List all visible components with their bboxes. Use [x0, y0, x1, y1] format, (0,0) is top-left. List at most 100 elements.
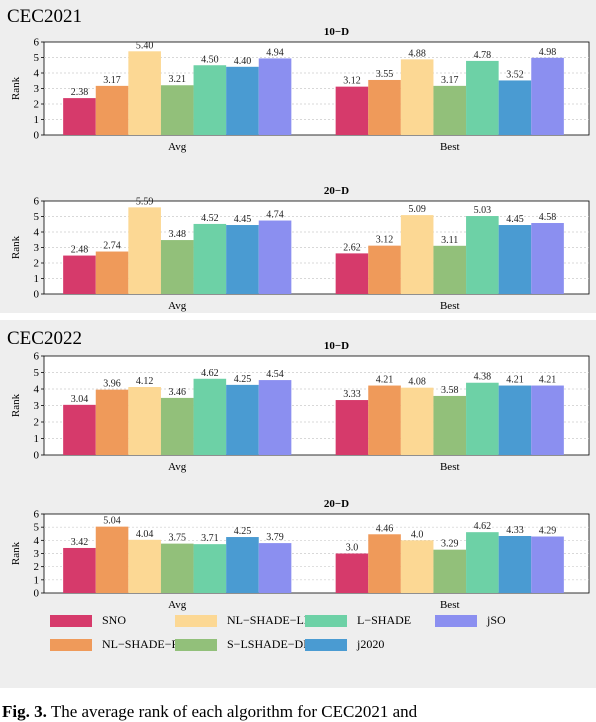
bar	[368, 245, 401, 294]
y-tick-label: 1	[34, 114, 40, 126]
data-label: 3.33	[343, 389, 361, 400]
bar	[400, 540, 434, 593]
data-label: 3.58	[441, 385, 459, 396]
data-label: 4.45	[234, 214, 252, 225]
data-label: 2.38	[71, 87, 89, 98]
chart-title: 10−D	[324, 340, 349, 352]
bar	[258, 58, 292, 135]
data-label: 3.52	[506, 69, 524, 80]
bar	[368, 534, 401, 593]
data-label: 5.09	[408, 204, 426, 215]
y-tick-label: 5	[34, 367, 40, 379]
data-label: 3.17	[441, 75, 459, 86]
bar	[335, 253, 369, 294]
data-label: 4.21	[376, 375, 394, 386]
bar	[498, 80, 532, 135]
data-label: 3.04	[71, 394, 89, 405]
data-label: 2.74	[103, 241, 121, 252]
bar	[335, 400, 369, 455]
bar	[400, 215, 434, 294]
group-title-cec2021: CEC2021	[7, 6, 82, 27]
bar	[160, 240, 194, 294]
data-label: 4.25	[234, 526, 252, 537]
bar	[531, 385, 564, 455]
data-label: 5.40	[136, 40, 154, 51]
bar	[498, 225, 532, 294]
bar	[335, 553, 369, 593]
bar	[258, 543, 292, 593]
x-tick-label: Avg	[168, 461, 187, 473]
bar	[433, 85, 467, 135]
bar	[63, 547, 96, 593]
bar	[258, 380, 292, 455]
y-tick-label: 6	[34, 351, 40, 363]
data-label: 3.75	[169, 533, 187, 544]
bar	[226, 537, 259, 593]
data-label: 4.50	[201, 54, 219, 65]
bar	[466, 216, 499, 294]
y-tick-label: 4	[34, 384, 40, 396]
legend-item-nl-shade-rsp: NL−SHADE−RSP	[50, 637, 193, 652]
bar	[128, 539, 161, 593]
bar	[368, 385, 401, 455]
data-label: 4.12	[136, 376, 154, 387]
data-label: 4.88	[408, 48, 426, 59]
y-tick-label: 2	[34, 561, 40, 573]
bar	[128, 51, 161, 135]
y-axis-label: Rank	[10, 235, 22, 259]
data-label: 4.40	[234, 56, 252, 67]
bar	[335, 86, 369, 135]
y-tick-label: 1	[34, 273, 40, 285]
data-label: 4.0	[411, 529, 424, 540]
legend-swatch	[305, 638, 347, 651]
data-label: 3.17	[103, 75, 121, 86]
chart-2: 0 1 2 3 4 5 6 Rank 20−D 2.48 2.74 5.59 3.48 4.52 4.45 4…	[10, 185, 590, 312]
data-label: 4.78	[474, 50, 492, 61]
y-tick-label: 4	[34, 227, 40, 239]
bar	[95, 526, 129, 593]
bar	[433, 245, 467, 294]
chart-title: 20−D	[324, 498, 349, 510]
y-tick-label: 3	[34, 83, 40, 95]
bar	[95, 85, 129, 135]
bar	[128, 387, 161, 455]
y-tick-label: 1	[34, 433, 40, 445]
chart-title: 20−D	[324, 185, 349, 197]
data-label: 3.48	[169, 229, 187, 240]
chart-1: 0 1 2 3 4 5 6 Rank 10−D 2.38 3.17 5.40 3.21 4.50 4.40 4…	[10, 26, 590, 153]
legend-swatch	[50, 614, 92, 627]
bar	[498, 535, 532, 593]
bar	[400, 59, 434, 135]
data-label: 3.71	[201, 533, 219, 544]
data-label: 4.38	[474, 372, 492, 383]
data-label: 4.74	[266, 210, 284, 221]
data-label: 4.52	[201, 213, 219, 224]
data-label: 4.29	[539, 526, 557, 537]
y-tick-label: 3	[34, 242, 40, 254]
data-label: 5.03	[474, 205, 492, 216]
data-label: 3.12	[376, 235, 394, 246]
legend-item-j2020: j2020	[305, 637, 384, 652]
y-tick-label: 6	[34, 37, 40, 49]
y-tick-label: 0	[34, 588, 40, 600]
caption-text: The average rank of each algorithm for C…	[50, 702, 418, 721]
bar	[128, 207, 161, 294]
legend-label: S−LSHADE−DP	[227, 637, 310, 651]
data-label: 3.11	[441, 235, 458, 246]
bar	[466, 532, 499, 593]
y-tick-label: 3	[34, 400, 40, 412]
data-label: 4.45	[506, 214, 524, 225]
x-tick-label: Best	[440, 141, 460, 153]
cec2021-charts: 0 1 2 3 4 5 6 Rank 10−D 2.38 3.17 5.40 3.21 4.50 4.40 4…	[10, 26, 590, 312]
legend-item-nl-shade-lbc: NL−SHADE−LBC	[175, 613, 320, 628]
y-tick-label: 5	[34, 52, 40, 64]
bar	[400, 387, 434, 455]
x-tick-label: Avg	[168, 300, 187, 312]
y-tick-label: 4	[34, 535, 40, 547]
chart-3: 0 1 2 3 4 5 6 Rank 10−D 3.04 3.96 4.12 3.46 4.62 4.25 4…	[10, 340, 590, 473]
bar	[193, 544, 227, 593]
group-title-cec2022: CEC2022	[7, 328, 82, 349]
y-tick-label: 6	[34, 196, 40, 208]
data-label: 4.54	[266, 369, 284, 380]
